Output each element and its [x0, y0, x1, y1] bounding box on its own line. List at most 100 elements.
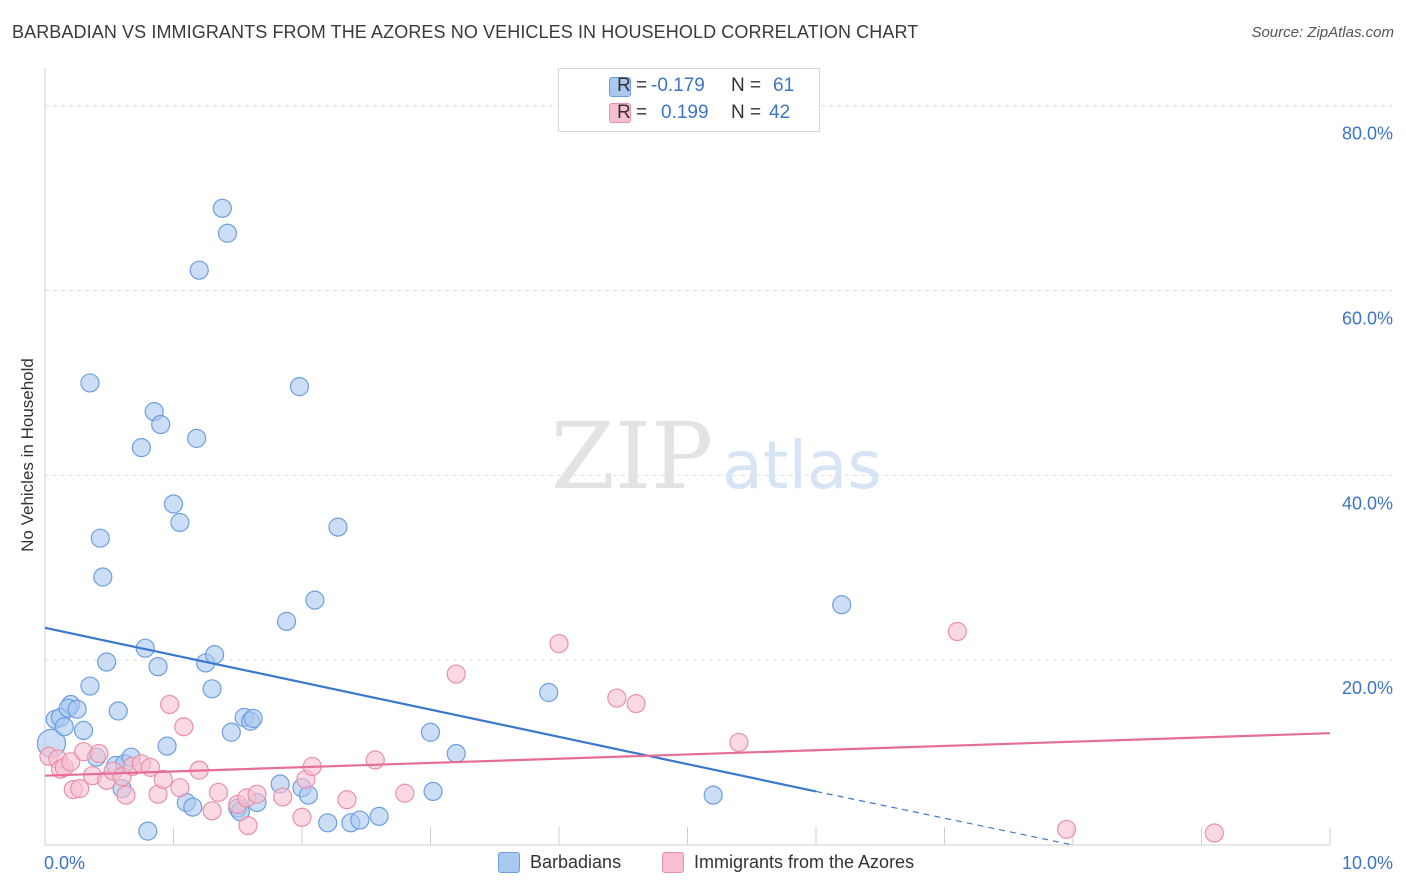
point-barbadians-27: [170, 512, 190, 533]
point-barbadians-25: [157, 736, 177, 756]
point-barbadians-48: [298, 785, 319, 805]
point-azores-30: [292, 807, 312, 827]
point-azores-28: [247, 784, 267, 804]
axes: [44, 68, 1331, 846]
point-barbadians-60: [832, 595, 852, 615]
y-tick-label-0: 20.0%: [1342, 678, 1393, 698]
y-tick-label-2: 60.0%: [1342, 309, 1393, 329]
n-key-1: N =: [731, 75, 762, 96]
point-barbadians-46: [289, 377, 310, 397]
point-azores-35: [395, 783, 415, 803]
point-azores-20: [170, 778, 190, 798]
grid-lines: [45, 105, 1392, 661]
watermark: ZIP atlas: [551, 403, 882, 510]
point-barbadians-6: [67, 699, 87, 719]
point-barbadians-30: [187, 428, 207, 448]
point-barbadians-13: [97, 652, 117, 672]
point-barbadians-37: [221, 722, 241, 742]
trendline-barbadians: [44, 626, 817, 793]
point-barbadians-59: [703, 785, 723, 805]
point-barbadians-56: [423, 781, 443, 802]
point-barbadians-36: [217, 223, 238, 243]
point-barbadians-7: [73, 720, 94, 741]
y-tick-label-1: 40.0%: [1342, 493, 1393, 513]
point-barbadians-55: [420, 722, 441, 742]
point-azores-38: [607, 688, 627, 708]
tick-labels: 20.0% 40.0% 60.0% 80.0% 0.0% 10.0%: [44, 124, 1393, 873]
point-azores-39: [626, 694, 646, 714]
point-barbadians-50: [318, 813, 338, 833]
point-azores-6: [70, 779, 90, 799]
point-barbadians-12: [93, 567, 113, 587]
point-azores-13: [116, 785, 136, 805]
point-barbadians-58: [539, 682, 559, 703]
point-barbadians-49: [305, 590, 325, 610]
legend-item-azores: Immigrants from the Azores: [662, 852, 914, 873]
point-azores-42: [1056, 819, 1077, 839]
point-barbadians-19: [131, 438, 151, 458]
point-barbadians-11: [90, 528, 110, 548]
legend-label-azores: Immigrants from the Azores: [694, 852, 915, 872]
point-azores-36: [446, 664, 466, 684]
point-azores-4: [61, 752, 81, 772]
point-barbadians-24: [151, 414, 171, 435]
point-azores-19: [160, 694, 180, 715]
series-legend: Barbadians Immigrants from the Azores: [0, 852, 1406, 878]
trendline-azores: [44, 732, 1331, 777]
point-azores-27: [238, 815, 258, 836]
x-tick-label-0: 0.0%: [44, 853, 85, 873]
watermark-atlas: atlas: [722, 427, 882, 504]
point-barbadians-21: [138, 821, 158, 841]
data-points: [36, 198, 1224, 843]
stats-legend: R = -0.179 N = 61 R = 0.199 N = 42: [558, 68, 820, 132]
point-barbadians-34: [205, 645, 225, 665]
point-barbadians-35: [212, 198, 232, 218]
point-barbadians-54: [369, 806, 389, 826]
n-value-1: 61: [773, 75, 795, 96]
point-barbadians-42: [243, 708, 263, 728]
x-tick-label-1: 10.0%: [1342, 853, 1393, 873]
point-barbadians-31: [189, 260, 209, 280]
point-azores-23: [202, 801, 222, 821]
point-azores-34: [365, 750, 385, 770]
point-barbadians-45: [276, 611, 297, 631]
point-azores-21: [174, 717, 194, 737]
point-azores-43: [1204, 823, 1224, 843]
point-azores-37: [549, 633, 569, 654]
point-azores-18: [153, 769, 173, 789]
r-key-1: R =: [617, 75, 648, 96]
r-value-1: -0.179: [651, 75, 705, 96]
source-label: Source: ZipAtlas.com: [1251, 24, 1394, 41]
point-barbadians-9: [80, 676, 100, 696]
point-barbadians-33: [202, 679, 222, 699]
azores-swatch: [609, 103, 631, 123]
point-barbadians-51: [328, 517, 348, 537]
point-azores-41: [947, 621, 967, 642]
trend-lines: [44, 626, 1331, 846]
chart-title: BARBADIAN VS IMMIGRANTS FROM THE AZORES …: [12, 22, 919, 42]
r-key-2: R =: [617, 102, 648, 123]
n-value-2: 42: [769, 102, 791, 123]
point-barbadians-23: [148, 657, 168, 677]
legend-swatch-barbadians: [498, 852, 520, 873]
y-tick-label-3: 80.0%: [1342, 124, 1393, 144]
point-barbadians-26: [163, 494, 184, 514]
n-key-2: N =: [731, 102, 762, 123]
point-azores-40: [729, 732, 749, 753]
point-barbadians-3: [54, 717, 74, 737]
legend-swatch-azores: [662, 852, 684, 873]
point-azores-29: [273, 787, 293, 807]
barbadians-swatch: [609, 77, 631, 97]
legend-label-barbadians: Barbadians: [530, 852, 622, 872]
point-barbadians-8: [80, 373, 100, 393]
point-azores-33: [337, 790, 357, 810]
watermark-zip: ZIP: [551, 403, 713, 510]
point-barbadians-29: [183, 797, 203, 817]
r-value-2: 0.199: [661, 102, 709, 123]
legend-item-barbadians: Barbadians: [498, 852, 621, 873]
point-barbadians-53: [350, 810, 370, 830]
point-azores-24: [208, 782, 229, 802]
point-barbadians-15: [108, 701, 128, 721]
point-barbadians-57: [446, 743, 466, 764]
